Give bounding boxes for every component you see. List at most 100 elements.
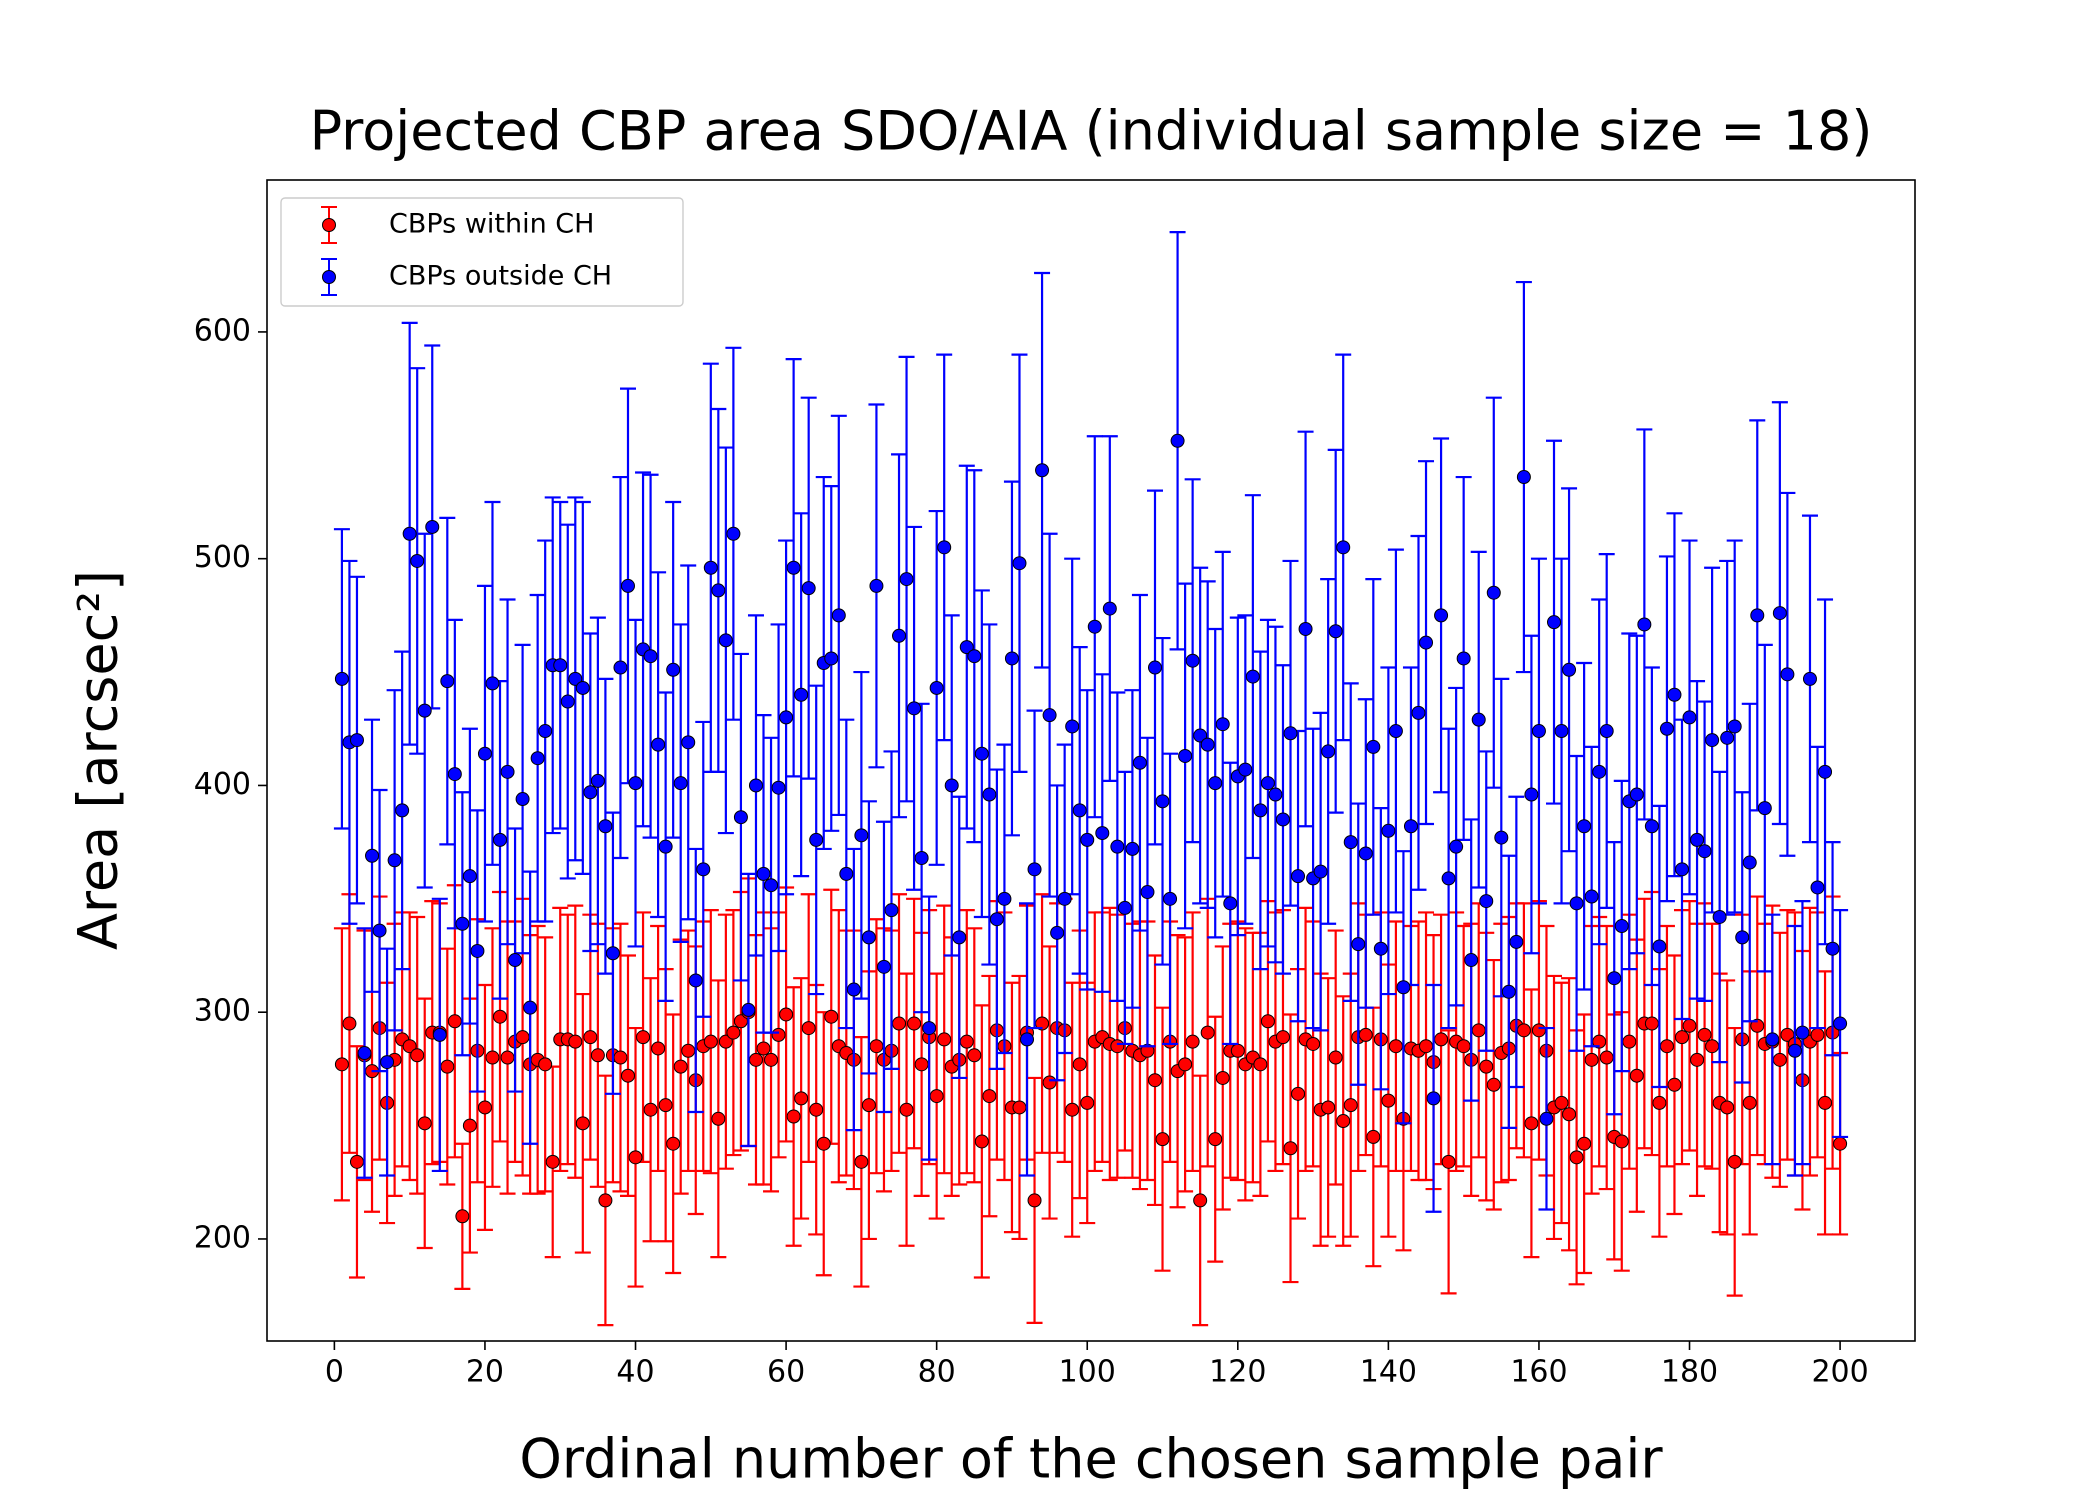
marker	[1547, 615, 1562, 630]
marker	[1215, 717, 1230, 732]
marker	[1690, 832, 1705, 847]
marker	[1802, 671, 1817, 686]
marker	[1132, 755, 1147, 770]
marker	[1471, 1023, 1486, 1038]
marker	[1569, 896, 1584, 911]
marker	[748, 778, 763, 793]
legend-label: CBPs outside CH	[389, 261, 612, 292]
marker	[696, 862, 711, 877]
marker	[1042, 1075, 1057, 1090]
marker	[447, 1014, 462, 1029]
marker	[1366, 1129, 1381, 1144]
marker	[1652, 939, 1667, 954]
marker	[794, 687, 809, 702]
marker	[575, 680, 590, 695]
marker	[349, 1154, 364, 1169]
marker	[1697, 1027, 1712, 1042]
marker	[666, 1136, 681, 1151]
marker	[1313, 864, 1328, 879]
marker	[538, 1057, 553, 1072]
marker	[1524, 787, 1539, 802]
marker	[1592, 764, 1607, 779]
marker	[1742, 855, 1757, 870]
marker	[462, 1118, 477, 1133]
marker	[477, 1100, 492, 1115]
marker	[1818, 1095, 1833, 1110]
plot-frame	[266, 179, 1916, 1342]
marker	[455, 1209, 470, 1224]
marker	[1727, 1154, 1742, 1169]
series-1	[333, 231, 1849, 1213]
marker	[402, 1039, 417, 1054]
marker	[1291, 869, 1306, 884]
marker	[1065, 1102, 1080, 1117]
marker	[764, 1052, 779, 1067]
marker	[1690, 1052, 1705, 1067]
marker	[1742, 1095, 1757, 1110]
marker	[1328, 624, 1343, 639]
marker	[643, 1102, 658, 1117]
marker	[718, 1034, 733, 1049]
marker	[1720, 1100, 1735, 1115]
marker	[1193, 1193, 1208, 1208]
marker	[824, 651, 839, 666]
marker	[1479, 1059, 1494, 1074]
x-tick-label: 40	[616, 1355, 654, 1390]
marker	[892, 1016, 907, 1031]
marker	[515, 1030, 530, 1045]
marker	[1155, 1132, 1170, 1147]
marker	[1260, 776, 1275, 791]
marker	[410, 553, 425, 568]
marker	[1584, 889, 1599, 904]
marker	[410, 1048, 425, 1063]
marker	[1343, 1098, 1358, 1113]
marker	[1358, 1027, 1373, 1042]
x-tick-label: 200	[1811, 1355, 1868, 1390]
marker	[440, 1059, 455, 1074]
marker	[1471, 712, 1486, 727]
marker	[809, 832, 824, 847]
marker	[726, 526, 741, 541]
legend-marker	[322, 218, 336, 232]
marker	[854, 828, 869, 843]
marker	[568, 671, 583, 686]
marker	[470, 943, 485, 958]
marker	[1479, 894, 1494, 909]
marker	[598, 819, 613, 834]
marker	[869, 578, 884, 593]
marker	[1178, 748, 1193, 763]
marker	[779, 710, 794, 725]
marker	[1456, 1039, 1471, 1054]
marker	[372, 923, 387, 938]
marker	[824, 1009, 839, 1024]
marker	[1516, 1023, 1531, 1038]
marker	[944, 778, 959, 793]
marker	[1622, 1034, 1637, 1049]
marker	[493, 832, 508, 847]
marker	[538, 724, 553, 739]
marker	[651, 1041, 666, 1056]
legend-marker	[322, 270, 336, 284]
marker	[809, 1102, 824, 1117]
marker	[1275, 1030, 1290, 1045]
marker	[1818, 764, 1833, 779]
marker	[1705, 1039, 1720, 1054]
marker	[1629, 787, 1644, 802]
marker	[1712, 909, 1727, 924]
marker	[779, 1007, 794, 1022]
marker	[952, 930, 967, 945]
marker	[357, 1046, 372, 1061]
x-tick-label: 0	[325, 1355, 344, 1390]
x-axis-label: Ordinal number of the chosen sample pair	[519, 1428, 1663, 1491]
marker	[613, 660, 628, 675]
marker	[1825, 941, 1840, 956]
marker	[1381, 1093, 1396, 1108]
marker	[1787, 1043, 1802, 1058]
marker	[1810, 1027, 1825, 1042]
marker	[1772, 606, 1787, 621]
marker	[1366, 739, 1381, 754]
marker	[1697, 844, 1712, 859]
marker	[1185, 1034, 1200, 1049]
